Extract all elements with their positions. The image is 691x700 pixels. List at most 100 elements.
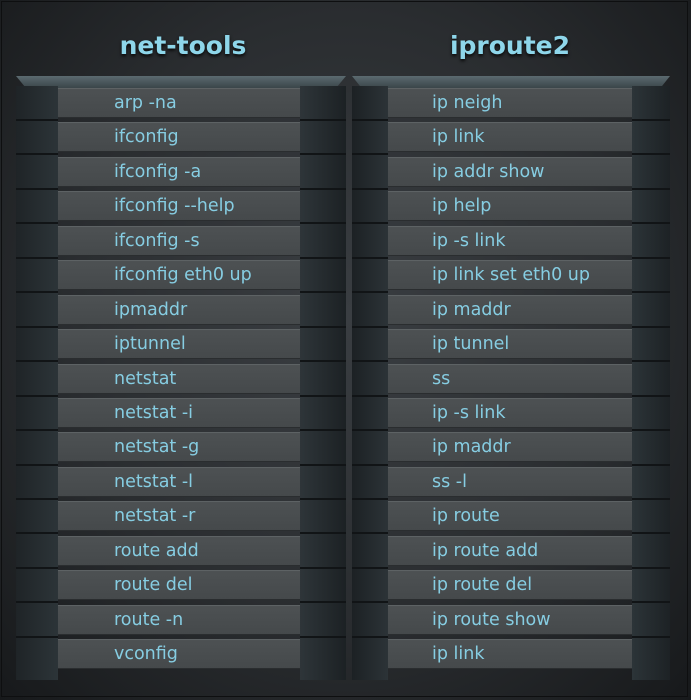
iproute2-command-label: ip tunnel <box>432 334 510 355</box>
groove-line <box>632 360 670 363</box>
net-tools-command-label: route del <box>114 575 193 596</box>
net-tools-column: arp -na ifconfig ifconfig -a ifconfig --hel… <box>58 88 300 673</box>
net-tools-command-row: netstat -r <box>58 501 300 532</box>
iproute2-command-label: ip route show <box>432 609 551 630</box>
net-tools-command-label: ifconfig <box>114 127 179 148</box>
net-tools-command-label: netstat -r <box>114 506 196 527</box>
groove-line <box>300 256 346 259</box>
groove-line <box>352 256 388 259</box>
groove-line <box>632 291 670 294</box>
groove-line <box>300 360 346 363</box>
left-panel-outer-side <box>16 86 58 680</box>
iproute2-command-label: ip route add <box>432 540 539 561</box>
groove-line <box>632 566 670 569</box>
groove-line <box>352 291 388 294</box>
groove-line <box>16 394 58 397</box>
groove-line <box>16 360 58 363</box>
groove-line <box>352 222 388 225</box>
iproute2-command-label: ip -s link <box>432 402 506 423</box>
groove-line <box>352 394 388 397</box>
groove-line <box>352 601 388 604</box>
groove-line <box>300 222 346 225</box>
left-panel-inner-side <box>300 86 346 680</box>
groove-line <box>16 566 58 569</box>
groove-line <box>632 601 670 604</box>
groove-line <box>16 601 58 604</box>
groove-line <box>352 187 388 190</box>
iproute2-command-row: ss <box>388 363 632 394</box>
iproute2-command-label: ip route <box>432 506 500 527</box>
right-panel-top <box>352 76 670 88</box>
net-tools-command-label: ipmaddr <box>114 299 188 320</box>
iproute2-command-row: ip tunnel <box>388 329 632 360</box>
header-net-tools: net-tools <box>119 31 247 60</box>
groove-line <box>16 532 58 535</box>
net-tools-command-row: netstat <box>58 363 300 394</box>
iproute2-command-row: ip route del <box>388 570 632 601</box>
net-tools-command-label: netstat <box>114 368 177 389</box>
groove-line <box>632 532 670 535</box>
groove-line <box>300 532 346 535</box>
net-tools-command-row: ifconfig --help <box>58 191 300 222</box>
groove-line <box>632 394 670 397</box>
iproute2-command-row: ip link set eth0 up <box>388 260 632 291</box>
groove-line <box>300 635 346 638</box>
groove-line <box>300 497 346 500</box>
groove-line <box>632 119 670 121</box>
groove-line <box>300 601 346 604</box>
iproute2-command-label: ip maddr <box>432 299 511 320</box>
iproute2-command-row: ip maddr <box>388 432 632 463</box>
groove-line <box>300 291 346 294</box>
net-tools-command-label: route -n <box>114 609 184 630</box>
iproute2-command-label: ip neigh <box>432 93 503 113</box>
groove-line <box>300 429 346 432</box>
iproute2-command-row: ip neigh <box>388 88 632 118</box>
groove-line <box>352 463 388 466</box>
groove-line <box>300 394 346 397</box>
net-tools-command-label: route add <box>114 540 199 561</box>
iproute2-command-label: ip route del <box>432 575 533 596</box>
net-tools-command-label: ifconfig --help <box>114 196 235 217</box>
iproute2-command-row: ip link <box>388 639 632 669</box>
net-tools-command-row: ipmaddr <box>58 294 300 325</box>
iproute2-command-label: ss <box>432 368 451 389</box>
groove-line <box>632 325 670 328</box>
iproute2-command-row: ip link <box>388 122 632 153</box>
right-panel-outer-side <box>632 86 670 680</box>
net-tools-command-row: route del <box>58 570 300 601</box>
net-tools-command-label: iptunnel <box>114 334 186 355</box>
groove-line <box>300 119 346 121</box>
net-tools-command-row: ifconfig eth0 up <box>58 260 300 291</box>
iproute2-command-row: ip route <box>388 501 632 532</box>
groove-line <box>632 635 670 638</box>
groove-line <box>352 497 388 500</box>
groove-line <box>632 187 670 190</box>
groove-line <box>16 256 58 259</box>
net-tools-command-label: netstat -l <box>114 471 194 492</box>
groove-line <box>16 429 58 432</box>
iproute2-command-label: ip link <box>432 127 485 148</box>
groove-line <box>300 325 346 328</box>
iproute2-command-label: ip link set eth0 up <box>432 265 590 286</box>
groove-line <box>300 566 346 569</box>
iproute2-command-label: ip link <box>432 644 485 664</box>
net-tools-command-label: vconfig <box>114 644 178 664</box>
net-tools-command-row: arp -na <box>58 88 300 118</box>
iproute2-command-row: ip route show <box>388 604 632 635</box>
net-tools-command-row: iptunnel <box>58 329 300 360</box>
groove-line <box>352 325 388 328</box>
groove-line <box>16 325 58 328</box>
net-tools-command-row: netstat -g <box>58 432 300 463</box>
iproute2-command-label: ip maddr <box>432 437 511 458</box>
iproute2-command-row: ip -s link <box>388 397 632 428</box>
left-panel-top <box>16 76 346 88</box>
groove-line <box>632 153 670 156</box>
iproute2-command-label: ip help <box>432 196 492 217</box>
net-tools-command-row: route add <box>58 535 300 566</box>
net-tools-command-row: ifconfig <box>58 122 300 153</box>
net-tools-command-label: arp -na <box>114 93 177 113</box>
iproute2-command-row: ip addr show <box>388 156 632 187</box>
iproute2-command-label: ip addr show <box>432 161 545 182</box>
groove-line <box>16 187 58 190</box>
